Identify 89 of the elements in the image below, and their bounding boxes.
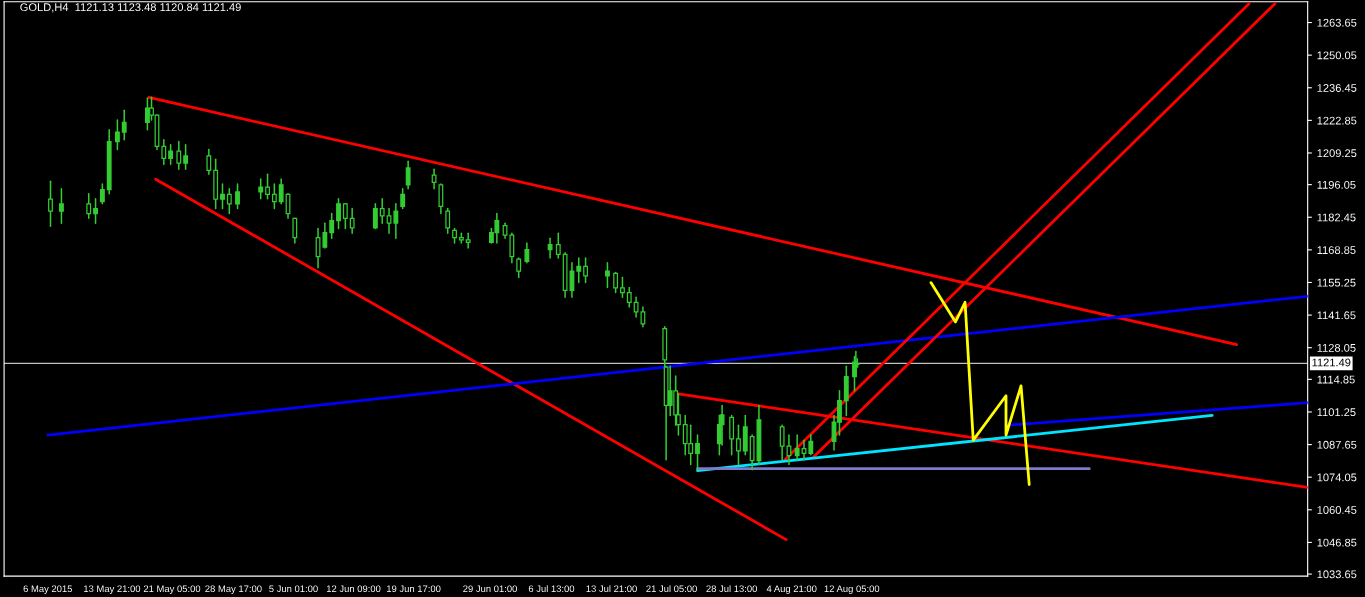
x-tick-label: 4 Aug 21:00 xyxy=(766,585,817,594)
candlestick xyxy=(794,434,800,461)
candlestick xyxy=(161,138,167,166)
candlestick xyxy=(516,257,522,279)
candlestick xyxy=(86,193,92,220)
y-tick-label: 1074.05 xyxy=(1317,473,1357,482)
candlestick xyxy=(438,183,444,215)
candlestick xyxy=(168,143,174,166)
x-tick-label: 13 May 21:00 xyxy=(84,585,141,594)
candlestick xyxy=(695,434,700,471)
candlestick xyxy=(329,212,335,239)
y-tick-label: 1196.05 xyxy=(1317,180,1356,189)
candlestick xyxy=(736,424,741,466)
candlestick xyxy=(729,414,735,456)
y-tick-label: 1155.25 xyxy=(1317,278,1356,287)
x-tick-label: 12 Aug 05:00 xyxy=(824,585,880,594)
candlestick xyxy=(271,183,277,210)
y-tick-label: 1222.85 xyxy=(1317,116,1357,125)
x-tick-label: 19 Jun 17:00 xyxy=(387,585,441,593)
candlestick xyxy=(393,202,399,239)
x-tick-label: 29 Jun 01:00 xyxy=(463,585,517,593)
candlestick xyxy=(114,119,120,151)
candlestick xyxy=(555,232,561,259)
x-tick-label: 12 Jun 09:00 xyxy=(326,585,381,593)
candlestick xyxy=(349,207,355,234)
candlestick xyxy=(48,180,53,228)
y-tick-label: 1128.05 xyxy=(1317,343,1356,352)
candlestick xyxy=(144,97,150,131)
y-tick-label: 1168.85 xyxy=(1317,246,1356,254)
candlestick xyxy=(322,222,328,249)
candlestick xyxy=(400,188,406,210)
candlestick xyxy=(258,178,264,200)
x-tick-label: 21 May 05:00 xyxy=(143,585,201,594)
candlestick xyxy=(176,140,182,170)
y-tick-label: 1263.65 xyxy=(1317,18,1357,27)
candlestick xyxy=(93,197,98,225)
x-tick-label: 5 Jun 01:00 xyxy=(269,585,318,593)
candlestick xyxy=(576,257,582,284)
candlestick xyxy=(626,286,632,308)
y-tick-label: 1236.45 xyxy=(1317,84,1357,92)
candlestick xyxy=(613,271,619,294)
x-tick-label: 13 Jul 21:00 xyxy=(586,585,637,593)
candlestick xyxy=(379,197,385,225)
y-tick-label: 1046.85 xyxy=(1317,538,1357,547)
candlestick xyxy=(220,183,225,210)
y-tick-label: 1209.25 xyxy=(1317,149,1357,158)
y-tick-label: 1060.45 xyxy=(1317,506,1357,514)
x-tick-label: 6 May 2015 xyxy=(23,585,73,594)
y-tick-label: 1250.05 xyxy=(1317,51,1357,60)
candlestick xyxy=(808,434,814,456)
x-tick-label: 28 Jul 13:00 xyxy=(706,585,757,593)
y-tick-label: 1141.65 xyxy=(1317,311,1356,320)
ref-line-label: 1121.49 xyxy=(1312,358,1351,367)
y-tick-label: 1087.65 xyxy=(1317,440,1357,449)
candlestick xyxy=(342,202,348,230)
candlestick xyxy=(121,109,127,141)
candlestick xyxy=(265,173,270,200)
candlestick xyxy=(292,217,298,244)
candlestick xyxy=(336,197,341,230)
candlestick xyxy=(742,414,748,456)
x-tick-label: 21 Jul 05:00 xyxy=(646,585,697,593)
candlestick xyxy=(524,242,530,264)
candlestick xyxy=(431,168,437,190)
candlestick xyxy=(58,188,64,225)
candlestick xyxy=(620,276,625,298)
candlestick xyxy=(445,207,451,234)
candlestick xyxy=(465,232,471,249)
candlestick xyxy=(372,202,378,230)
candlestick xyxy=(604,261,610,289)
candlestick xyxy=(405,160,411,190)
candlestick xyxy=(386,207,392,234)
candlestick xyxy=(547,237,553,259)
candlestick xyxy=(278,178,284,205)
candlestick xyxy=(206,148,212,175)
y-tick-label: 1114.85 xyxy=(1317,375,1355,384)
chart-title: GOLD,H4 1121.13 1123.48 1120.84 1121.49 xyxy=(20,3,241,13)
candlestick xyxy=(226,188,232,215)
candlestick xyxy=(583,257,589,284)
candlestick xyxy=(183,143,189,170)
candlestick xyxy=(99,183,105,205)
candlestick xyxy=(235,183,240,210)
candlestick xyxy=(779,424,785,461)
x-tick-label: 6 Jul 13:00 xyxy=(528,585,575,593)
y-tick-label: 1101.25 xyxy=(1317,408,1356,417)
x-tick-label: 28 May 17:00 xyxy=(205,585,262,594)
y-tick-label: 1033.65 xyxy=(1317,570,1357,579)
y-tick-label: 1182.45 xyxy=(1317,213,1356,222)
line-series xyxy=(929,281,1031,486)
candlestick xyxy=(843,365,849,417)
